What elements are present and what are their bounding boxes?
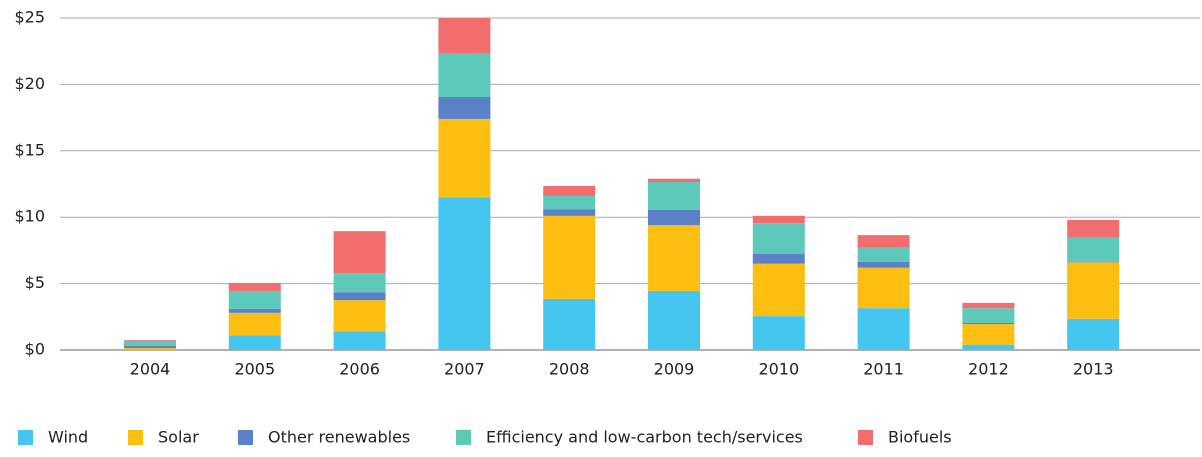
bar-segment: [543, 185, 596, 196]
legend-label: Other renewables: [268, 428, 410, 447]
bar-segment: [962, 324, 1015, 345]
legend-swatch: [238, 430, 253, 445]
bar-segment: [438, 18, 491, 54]
bar-segment: [752, 316, 805, 350]
bar-segment: [333, 292, 386, 301]
bar-segment: [962, 302, 1015, 309]
bar-segment: [333, 331, 386, 350]
bar-segment: [124, 340, 176, 341]
legend-label: Wind: [48, 428, 88, 447]
x-tick-label: 2008: [549, 360, 590, 379]
bar-segment: [648, 178, 700, 183]
x-tick-label: 2010: [758, 360, 799, 379]
bar-segment: [648, 209, 700, 226]
legend-swatch: [456, 430, 471, 445]
x-tick-label: 2006: [339, 360, 380, 379]
bar-segment: [333, 231, 386, 273]
bar-segment: [648, 225, 700, 291]
bar-segment: [228, 282, 281, 291]
y-tick-label: $25: [14, 8, 45, 27]
bar-segment: [857, 247, 910, 262]
bar-segment: [438, 53, 491, 98]
bar-segment: [1067, 237, 1120, 262]
bar-segment: [124, 346, 176, 349]
legend-swatch: [858, 430, 873, 445]
bar-segment: [752, 223, 805, 254]
bar-segment: [752, 215, 805, 224]
bar-segment: [124, 348, 176, 350]
bar-segment: [1067, 261, 1120, 263]
bar-segment: [438, 197, 491, 350]
legend-swatch: [18, 430, 33, 445]
y-tick-label: $0: [25, 340, 45, 359]
bar-segment: [1067, 318, 1120, 350]
legend-label: Biofuels: [888, 428, 952, 447]
bar-segment: [857, 261, 910, 268]
bar-segment: [228, 312, 281, 336]
bar-segment: [857, 308, 910, 350]
x-tick-label: 2012: [968, 360, 1009, 379]
bar-segment: [857, 267, 910, 309]
bar-segment: [1067, 262, 1120, 319]
bar-segment: [543, 298, 596, 350]
bar-segment: [962, 344, 1015, 350]
bar-segment: [333, 300, 386, 332]
x-tick-label: 2013: [1073, 360, 1114, 379]
legend-label: Efficiency and low-carbon tech/services: [486, 428, 803, 447]
bar-segment: [124, 349, 176, 350]
bar-segment: [228, 308, 281, 313]
bar-segment: [962, 308, 1015, 323]
x-tick-label: 2009: [654, 360, 695, 379]
bar-segment: [228, 290, 281, 309]
bar-segment: [962, 322, 1015, 325]
x-tick-label: 2011: [863, 360, 904, 379]
bar-segment: [543, 215, 596, 299]
bar-segment: [543, 209, 596, 216]
legend-swatch: [128, 430, 143, 445]
y-tick-label: $5: [25, 273, 45, 292]
y-tick-label: $10: [14, 207, 45, 226]
x-tick-label: 2004: [130, 360, 171, 379]
bar-segment: [1067, 219, 1120, 238]
bar-segment: [438, 97, 491, 119]
bar-segment: [648, 182, 700, 210]
bar-segment: [333, 272, 386, 293]
x-tick-label: 2005: [234, 360, 275, 379]
y-tick-label: $20: [14, 74, 45, 93]
bar-segment: [124, 340, 176, 347]
bar-segment: [648, 290, 700, 350]
bar-segment: [438, 118, 491, 198]
bar-segment: [543, 195, 596, 210]
bar-segment: [752, 263, 805, 317]
bar-segment: [857, 235, 910, 248]
x-tick-label: 2007: [444, 360, 485, 379]
bar-segment: [228, 335, 281, 350]
legend-label: Solar: [158, 428, 199, 447]
y-tick-label: $15: [14, 140, 45, 159]
bar-segment: [752, 253, 805, 264]
